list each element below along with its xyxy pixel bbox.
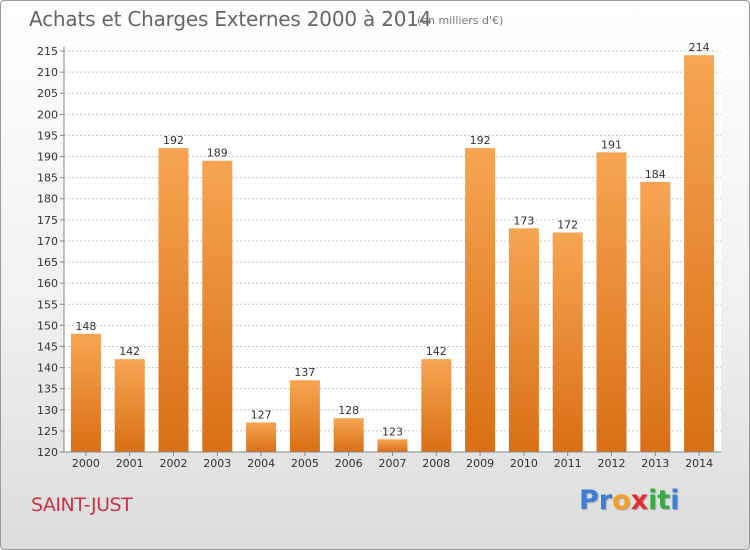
bar-2012 (596, 152, 627, 452)
data-label-2004: 127 (251, 408, 272, 421)
y-tick-label: 195 (37, 129, 58, 142)
y-tick-label: 210 (37, 66, 58, 79)
x-tick-label-2014: 2014 (685, 457, 713, 470)
bars (70, 55, 715, 452)
y-tick-label: 205 (37, 87, 58, 100)
x-tick-label-2013: 2013 (641, 457, 669, 470)
chart-subtitle: (en milliers d'€) (417, 14, 504, 27)
bar-2010 (508, 228, 539, 452)
proxiti-logo: Proxiti (579, 485, 680, 516)
bar-2004 (246, 422, 277, 452)
y-tick-label: 165 (37, 256, 58, 269)
x-tick-label-2001: 2001 (116, 457, 144, 470)
data-label-2011: 172 (557, 219, 578, 232)
data-label-2001: 142 (119, 345, 140, 358)
logo-letter: r (598, 485, 613, 516)
logo-letter: o (612, 485, 631, 516)
y-axis-ticks: 120 125 130 135 140 145 150 155 160 165 170 175 180 1… (37, 45, 64, 459)
y-tick-label: 185 (37, 172, 58, 185)
y-tick-label: 120 (37, 446, 58, 459)
bar-2009 (465, 148, 496, 452)
logo-letter: x (630, 485, 649, 516)
bar-2014 (684, 55, 715, 452)
data-label-2005: 137 (294, 366, 315, 379)
bar-2007 (377, 439, 408, 452)
y-tick-label: 160 (37, 277, 58, 290)
bar-2013 (640, 181, 671, 452)
logo-letter: t (657, 485, 671, 516)
x-tick-label-2000: 2000 (72, 457, 100, 470)
y-tick-label: 135 (37, 383, 58, 396)
x-tick-label-2003: 2003 (203, 457, 231, 470)
bar-2000 (70, 333, 101, 452)
y-tick-label: 140 (37, 362, 58, 375)
bar-2005 (289, 380, 320, 452)
data-label-2013: 184 (645, 168, 666, 181)
bar-2003 (202, 160, 233, 452)
logo-letter: i (670, 485, 680, 516)
x-tick-label-2006: 2006 (335, 457, 363, 470)
y-tick-label: 215 (37, 45, 58, 58)
bar-2001 (114, 359, 145, 452)
data-label-2007: 123 (382, 425, 403, 438)
data-label-2003: 189 (207, 147, 228, 160)
y-tick-label: 180 (37, 193, 58, 206)
y-tick-label: 175 (37, 214, 58, 227)
data-label-2008: 142 (426, 345, 447, 358)
place-name: SAINT-JUST (31, 494, 133, 516)
x-tick-label-2007: 2007 (379, 457, 407, 470)
bar-2011 (552, 232, 583, 452)
y-tick-label: 145 (37, 340, 58, 353)
data-label-2000: 148 (75, 320, 96, 333)
x-tick-label-2009: 2009 (466, 457, 494, 470)
y-tick-label: 200 (37, 108, 58, 121)
data-labels: 148 142 192 189 127 137 128 123 142 192 173 172 191 1… (75, 41, 709, 438)
data-label-2006: 128 (338, 404, 359, 417)
y-tick-label: 130 (37, 404, 58, 417)
y-tick-label: 150 (37, 319, 58, 332)
x-tick-label-2004: 2004 (247, 457, 275, 470)
x-tick-label-2008: 2008 (422, 457, 450, 470)
logo-letter: i (648, 485, 658, 516)
x-tick-label-2012: 2012 (598, 457, 626, 470)
y-tick-label: 125 (37, 425, 58, 438)
data-label-2010: 173 (513, 214, 534, 227)
data-label-2012: 191 (601, 138, 622, 151)
x-tick-label-2005: 2005 (291, 457, 319, 470)
y-tick-label: 190 (37, 151, 58, 164)
y-tick-label: 155 (37, 298, 58, 311)
data-label-2002: 192 (163, 134, 184, 147)
bar-2006 (333, 418, 364, 452)
logo-letter: P (579, 485, 599, 516)
data-label-2009: 192 (470, 134, 491, 147)
x-axis-ticks: 2000 2001 2002 2003 2004 2005 2006 2007 2008 2009… (72, 452, 713, 470)
data-label-2014: 214 (689, 41, 710, 54)
x-tick-label-2002: 2002 (160, 457, 188, 470)
bar-2008 (421, 359, 452, 452)
y-tick-label: 170 (37, 235, 58, 248)
bar-2002 (158, 148, 189, 452)
x-tick-label-2010: 2010 (510, 457, 538, 470)
x-tick-label-2011: 2011 (554, 457, 582, 470)
chart-title: Achats et Charges Externes 2000 à 2014 (29, 7, 432, 31)
